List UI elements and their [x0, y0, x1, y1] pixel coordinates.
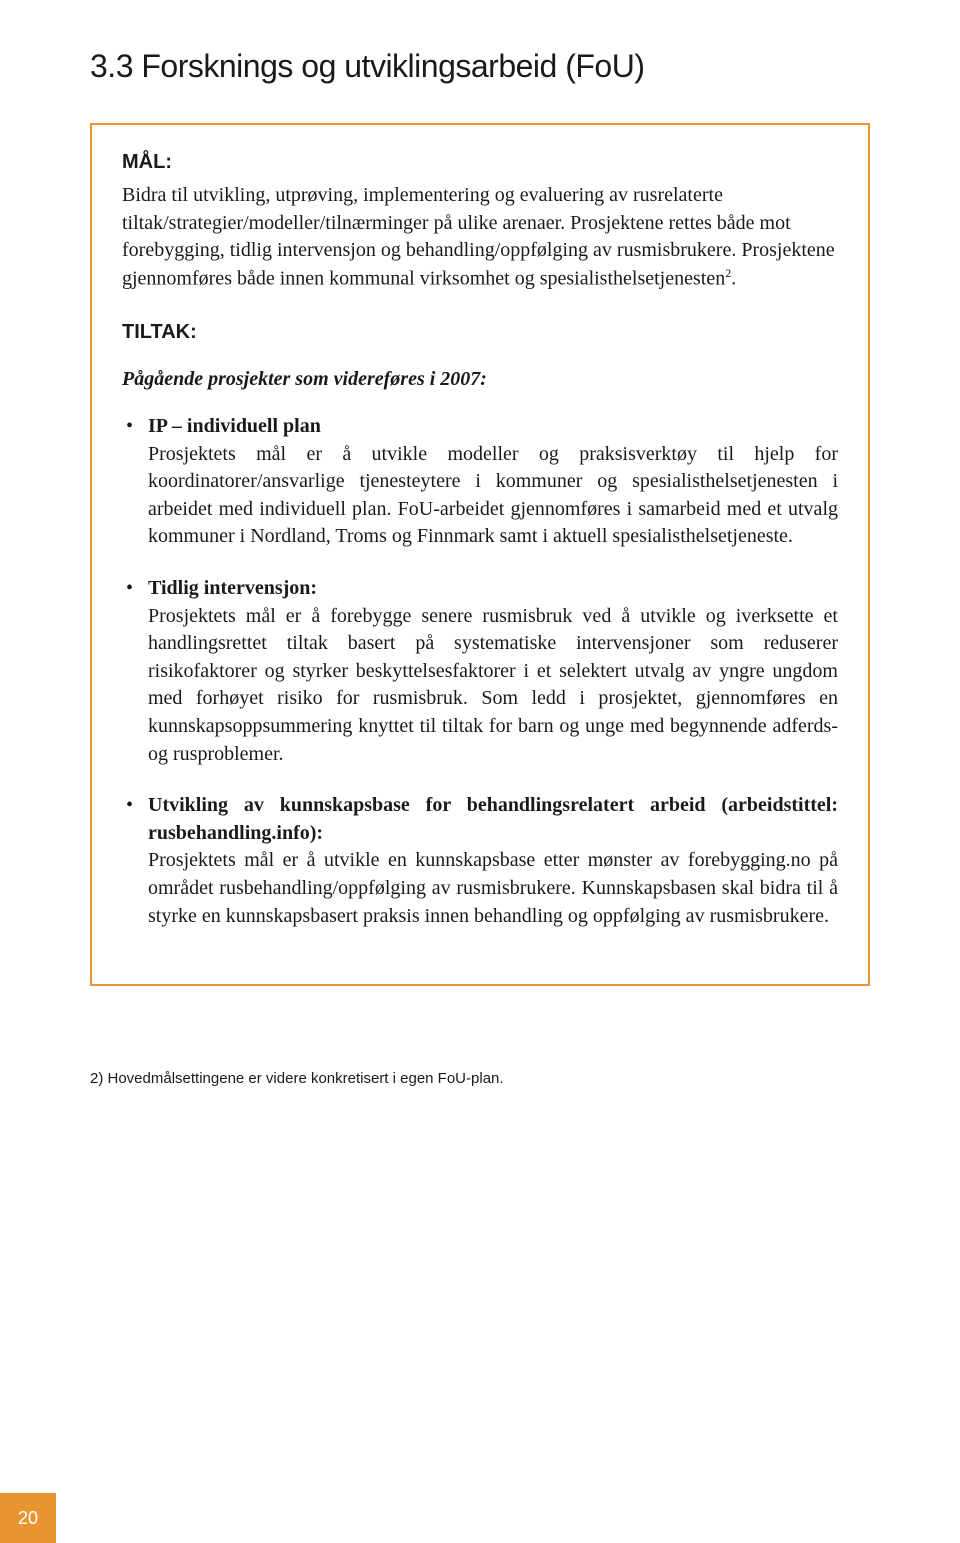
mal-body: Bidra til utvikling, utprøving, implemen… [122, 182, 838, 293]
goal-box: MÅL: Bidra til utvikling, utprøving, imp… [90, 123, 870, 986]
mal-label: MÅL: [122, 151, 838, 174]
page-number-badge: 20 [0, 1493, 56, 1543]
item-title: IP – individuell plan [148, 415, 321, 437]
section-heading: 3.3 Forsknings og utviklingsarbeid (FoU) [90, 48, 870, 85]
item-body: Prosjektets mål er å forebygge senere ru… [148, 605, 838, 765]
item-title: Tidlig intervensjon: [148, 577, 317, 599]
list-item: Tidlig intervensjon: Prosjektets mål er … [148, 575, 838, 768]
mal-body-end: . [731, 267, 736, 289]
subheading: Pågående prosjekter som videreføres i 20… [122, 368, 838, 391]
item-title: Utvikling av kunnskapsbase for behandlin… [148, 794, 838, 844]
item-body: Prosjektets mål er å utvikle modeller og… [148, 443, 838, 548]
page-number: 20 [18, 1508, 38, 1529]
footnote: 2) Hovedmålsettingene er videre konkreti… [90, 1070, 870, 1087]
page-container: 3.3 Forsknings og utviklingsarbeid (FoU)… [0, 0, 960, 1127]
bullet-list: IP – individuell plan Prosjektets mål er… [122, 413, 838, 930]
list-item: Utvikling av kunnskapsbase for behandlin… [148, 792, 838, 930]
tiltak-label: TILTAK: [122, 321, 838, 344]
list-item: IP – individuell plan Prosjektets mål er… [148, 413, 838, 551]
item-body: Prosjektets mål er å utvikle en kunnskap… [148, 849, 838, 926]
